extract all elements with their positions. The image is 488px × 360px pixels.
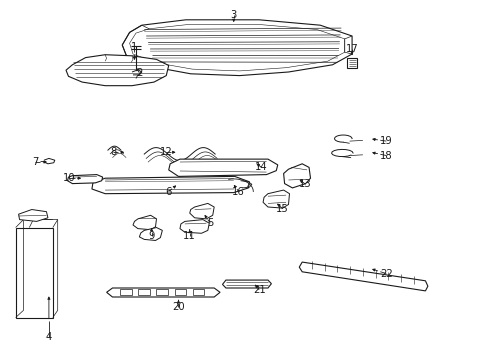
Text: 6: 6 [165, 186, 172, 197]
Text: 17: 17 [345, 44, 358, 54]
Polygon shape [66, 55, 168, 86]
Text: 7: 7 [32, 157, 39, 167]
Text: 8: 8 [110, 147, 116, 157]
Polygon shape [222, 280, 271, 288]
Text: 4: 4 [46, 332, 52, 342]
Text: 12: 12 [160, 147, 172, 157]
Text: 11: 11 [183, 231, 196, 241]
Polygon shape [106, 288, 220, 297]
Text: 19: 19 [379, 136, 392, 146]
Polygon shape [283, 164, 310, 188]
Text: 13: 13 [299, 179, 311, 189]
Text: 10: 10 [63, 173, 76, 183]
Text: 2: 2 [136, 68, 142, 78]
Polygon shape [263, 190, 289, 208]
Text: 15: 15 [276, 204, 288, 214]
Polygon shape [19, 210, 48, 221]
Text: 21: 21 [252, 285, 265, 295]
Text: 16: 16 [232, 186, 244, 197]
Text: 5: 5 [206, 218, 213, 228]
Polygon shape [122, 20, 351, 76]
Text: 1: 1 [131, 42, 138, 52]
Text: 14: 14 [255, 162, 267, 172]
Text: 9: 9 [148, 231, 155, 241]
Text: 20: 20 [172, 302, 184, 312]
Polygon shape [168, 159, 277, 176]
Polygon shape [180, 220, 209, 233]
Polygon shape [139, 228, 162, 240]
Polygon shape [92, 176, 249, 194]
Text: 3: 3 [230, 10, 236, 20]
Text: 22: 22 [379, 269, 392, 279]
Polygon shape [299, 262, 427, 291]
Polygon shape [67, 175, 102, 184]
Text: 18: 18 [379, 150, 392, 161]
Polygon shape [133, 215, 156, 230]
Polygon shape [189, 203, 214, 219]
